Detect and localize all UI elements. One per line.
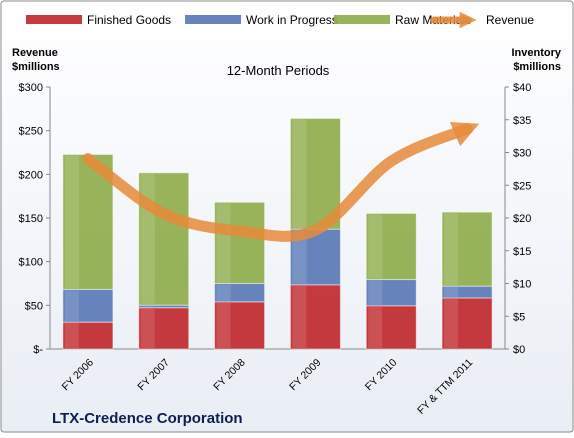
bar-highlight xyxy=(368,214,382,278)
left-tick-label: $150 xyxy=(19,213,43,225)
bar-highlight xyxy=(141,306,155,307)
legend-swatch-finished-goods xyxy=(26,15,82,24)
legend-swatch-work-in-progress xyxy=(185,15,241,24)
left-axis-title-line2: $millions xyxy=(12,61,60,73)
left-tick-label: $300 xyxy=(19,82,43,94)
right-tick-label: $25 xyxy=(513,180,531,192)
left-tick-label: $- xyxy=(33,344,43,356)
legend-swatch-raw-materials xyxy=(334,15,390,24)
bar-highlight xyxy=(65,155,79,288)
right-tick-label: $0 xyxy=(513,344,525,356)
right-axis-title-line2: $millions xyxy=(513,61,561,73)
right-axis-title-line1: Inventory xyxy=(511,47,561,59)
left-tick-label: $50 xyxy=(25,300,43,312)
bar-highlight xyxy=(368,307,382,348)
bar-highlight xyxy=(368,281,382,305)
chart-title: 12-Month Periods xyxy=(227,63,330,78)
bar-highlight xyxy=(444,287,458,297)
bar-highlight xyxy=(65,290,79,321)
bar-highlight xyxy=(141,174,155,304)
right-tick-label: $15 xyxy=(513,246,531,258)
legend-label-work-in-progress: Work in Progress xyxy=(246,13,338,27)
bar-highlight xyxy=(292,119,306,228)
bar-highlight xyxy=(217,203,231,282)
left-tick-label: $200 xyxy=(19,169,43,181)
bar-highlight xyxy=(444,213,458,285)
right-tick-label: $40 xyxy=(513,82,531,94)
bar-highlight xyxy=(292,286,306,348)
legend-label-revenue: Revenue xyxy=(486,13,534,27)
right-tick-label: $5 xyxy=(513,311,525,323)
bar-highlight xyxy=(217,303,231,348)
bar-highlight xyxy=(217,285,231,301)
right-tick-label: $35 xyxy=(513,115,531,127)
bar-highlight xyxy=(65,323,79,348)
legend-label-finished-goods: Finished Goods xyxy=(87,13,171,27)
right-tick-label: $20 xyxy=(513,213,531,225)
right-tick-label: $30 xyxy=(513,148,531,160)
company-name: LTX-Credence Corporation xyxy=(52,410,243,427)
left-tick-label: $100 xyxy=(19,257,43,269)
bar-highlight xyxy=(444,299,458,348)
left-tick-label: $250 xyxy=(19,126,43,138)
right-tick-label: $10 xyxy=(513,279,531,291)
left-axis-title-line1: Revenue xyxy=(12,47,58,59)
bar-highlight xyxy=(141,309,155,348)
